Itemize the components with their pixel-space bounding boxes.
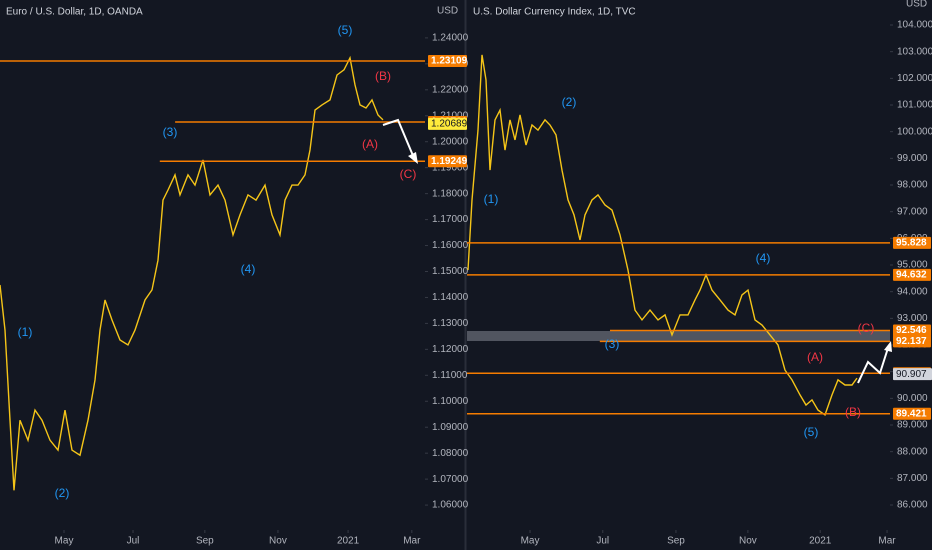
x-tick-label: 2021 [337,536,360,547]
y-tick-label: 1.22000 [432,84,469,95]
wave-label: (4) [756,251,771,265]
level-tag [428,55,467,68]
y-tick-label: 99.000 [897,153,928,164]
level-label: 92.137 [896,336,927,347]
x-tick-label: Mar [403,536,421,547]
level-label: 1.19249 [431,156,468,167]
wave-label: (1) [18,325,33,339]
y-tick-label: 102.000 [897,73,932,84]
y-tick-label: 1.14000 [432,292,469,303]
y-tick-label: 104.000 [897,20,932,31]
wave-label: (2) [55,486,70,500]
wave-label: (3) [605,337,620,351]
level-tag [893,407,931,420]
wave-label: (5) [804,425,819,439]
x-tick-label: Sep [196,536,214,547]
overlay: Euro / U.S. Dollar, 1D, OANDA U.S. Dolla… [6,0,927,500]
level-tag [893,335,931,348]
y-tick-label: 100.000 [897,126,932,137]
arrow-head [884,341,892,352]
y-tick-label: 1.13000 [432,318,469,329]
y-tick-label: 1.16000 [432,240,469,251]
wave-label: (C) [400,167,417,181]
zone [467,331,890,341]
x-tick-label: Nov [739,536,757,547]
wave-label: (4) [241,262,256,276]
y-tick-label: 95.000 [897,260,928,271]
y-tick-label: 1.24000 [432,33,469,44]
wave-label: (B) [845,405,861,419]
level-tag [893,236,931,249]
current-label: 1.20689 [431,118,468,129]
y-tick-label: 1.08000 [432,448,469,459]
chart-title: Euro / U.S. Dollar, 1D, OANDA [6,7,143,18]
y-tick-label: 1.19000 [432,162,469,173]
y-tick-label: 89.000 [897,420,928,431]
level-label: 95.828 [896,238,927,249]
y-tick-label: 101.000 [897,100,932,111]
currency: USD [437,6,458,17]
y-tick-label: 93.000 [897,313,928,324]
y-tick-label: 1.07000 [432,474,469,485]
y-tick-label: 87.000 [897,473,928,484]
y-tick-label: 98.000 [897,180,928,191]
y-tick-label: 86.000 [897,500,928,511]
currency: USD [906,0,927,10]
y-tick-label: 1.11000 [432,370,468,381]
level-label: 1.23109 [431,56,468,67]
y-tick-label: 1.06000 [432,500,469,511]
y-tick-label: 97.000 [897,206,928,217]
y-tick-label: 1.10000 [432,396,469,407]
x-tick-label: Jul [596,536,609,547]
level-tag [893,268,931,281]
current-tag [893,368,932,381]
y-tick-label: 1.17000 [432,214,469,225]
level-label: 92.546 [896,325,927,336]
x-tick-label: May [521,536,540,547]
wave-label: (C) [858,321,875,335]
current-label: 90.907 [896,369,927,380]
y-tick-label: 90.000 [897,393,928,404]
current-tag [428,117,467,130]
y-tick-label: 1.20000 [432,136,469,147]
wave-label: (B) [375,69,391,83]
level-tag [893,324,931,337]
x-tick-label: May [55,536,74,547]
level-tag [428,155,467,168]
price-line [0,55,384,491]
y-tick-label: 1.12000 [432,344,469,355]
wave-label: (5) [338,23,353,37]
y-tick-label: 1.09000 [432,422,469,433]
price-line [467,54,858,416]
y-tick-label: 1.18000 [432,188,469,199]
x-tick-label: Sep [667,536,685,547]
y-tick-label: 1.15000 [432,266,469,277]
y-tick-label: 103.000 [897,46,932,57]
level-label: 94.632 [896,269,927,280]
wave-label: (A) [362,137,378,151]
y-tick-label: 1.21000 [432,110,469,121]
projection-arrow [857,347,889,384]
y-tick-label: 94.000 [897,286,928,297]
wave-label: (1) [484,192,499,206]
arrow-head [408,152,418,164]
level-label: 89.421 [896,408,927,419]
y-tick-label: 88.000 [897,446,928,457]
x-tick-label: Nov [269,536,287,547]
wave-label: (2) [562,95,577,109]
wave-label: (3) [163,125,178,139]
x-tick-label: 2021 [809,536,832,547]
x-tick-label: Mar [878,536,896,547]
chart-title: U.S. Dollar Currency Index, 1D, TVC [473,7,636,18]
projection-arrow [382,118,415,159]
x-tick-label: Jul [127,536,140,547]
wave-label: (A) [807,350,823,364]
charts: 1.06000 1.07000 1.08000 1.09000 1.10000 1.110… [0,20,932,547]
